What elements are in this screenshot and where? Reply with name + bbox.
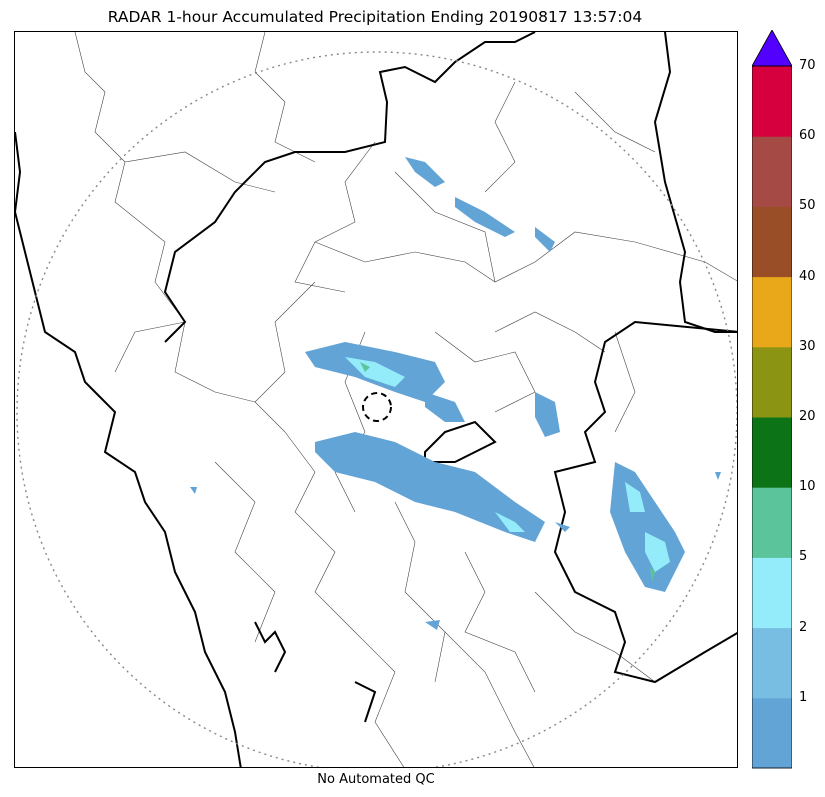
- colorbar-bin-0-1: [752, 697, 792, 769]
- colorbar-bin-40-50: [752, 206, 792, 278]
- precipitation-echoes: [190, 157, 721, 630]
- colorbar-bin-60-70: [752, 66, 792, 137]
- colorbar-tick-label: 10: [799, 479, 816, 495]
- colorbar-bin-5-10: [752, 487, 792, 558]
- state-boundaries: [15, 32, 737, 767]
- colorbar-tick-label: 40: [799, 268, 816, 284]
- radar-map[interactable]: [14, 31, 738, 768]
- colorbar-bin-10-20: [752, 417, 792, 488]
- radar-range-ring: [16, 51, 737, 767]
- colorbar-tick-label: 70: [799, 58, 816, 73]
- colorbar-border: [752, 65, 792, 769]
- colorbar-tick-label: 5: [799, 549, 808, 565]
- colorbar-tick-label: 60: [799, 128, 816, 144]
- colorbar-bin-20-30: [752, 346, 792, 418]
- colorbar-bin-30-40: [752, 276, 792, 348]
- colorbar-bin-1-2: [752, 627, 792, 699]
- colorbar-extend-arrow: [752, 30, 792, 67]
- colorbar-tick-label: 1: [799, 689, 808, 705]
- district-boundaries: [74, 32, 737, 767]
- colorbar-bin-2-5: [752, 557, 792, 629]
- colorbar-tick-label: 50: [799, 198, 816, 214]
- colorbar-tick-label: 30: [799, 338, 816, 354]
- colorbar: [752, 30, 792, 769]
- qc-footer: No Automated QC: [317, 772, 435, 787]
- colorbar-bin-50-60: [752, 136, 792, 207]
- radar-site-marker: [362, 392, 392, 422]
- colorbar-tick-label: 2: [799, 619, 808, 635]
- map-svg: [15, 32, 737, 767]
- chart-title: RADAR 1-hour Accumulated Precipitation E…: [107, 8, 643, 26]
- colorbar-tick-label: 20: [799, 409, 816, 424]
